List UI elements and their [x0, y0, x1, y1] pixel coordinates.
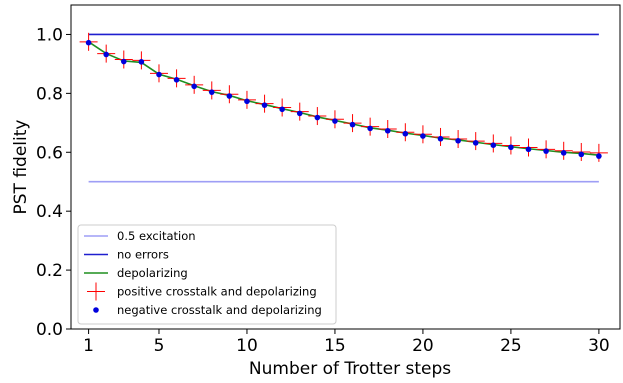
dot-marker-23: [490, 142, 497, 149]
dot-marker-28: [578, 151, 585, 158]
dot-marker-26: [543, 148, 549, 154]
legend-plus-marker: [87, 282, 105, 301]
dot-marker-20: [437, 135, 444, 142]
legend-label-0: 0.5 excitation: [117, 229, 196, 243]
dot-marker-24: [508, 144, 514, 151]
dot-marker-14: [332, 118, 338, 124]
dot-marker-25: [525, 146, 532, 153]
legend-box: [77, 224, 337, 325]
legend-label-4: negative crosstalk and depolarizing: [117, 303, 322, 317]
legend-entry-4: negative crosstalk and depolarizing: [93, 303, 322, 317]
dot-marker-11: [279, 106, 285, 113]
series-4: [85, 39, 602, 159]
legend-entry-1: no errors: [84, 248, 169, 262]
dot-marker-17: [384, 127, 391, 134]
dot-marker-12: [296, 110, 303, 117]
x-tick-label-2: 10: [236, 336, 258, 356]
dot-marker-19: [420, 133, 426, 139]
y-tick-label-2: 0.4: [36, 202, 63, 222]
y-axis-label: PST fidelity: [11, 120, 31, 215]
axes-layer: 1 5 10 15 20 25 300.00.20.40.60.81.0: [36, 4, 621, 356]
series-layer: [79, 32, 608, 183]
x-tick-label-1: 5: [154, 336, 165, 356]
dot-marker-6: [191, 83, 197, 90]
dot-marker-0: [85, 39, 92, 46]
dot-marker-8: [226, 93, 233, 99]
dot-marker-5: [173, 77, 180, 83]
dot-marker-9: [244, 98, 250, 105]
legend-label-3: positive crosstalk and depolarizing: [117, 285, 317, 299]
y-tick-label-4: 0.8: [36, 84, 63, 104]
dot-marker-1: [103, 51, 109, 58]
dot-marker-13: [314, 114, 321, 121]
legend-label-1: no errors: [117, 248, 169, 262]
legend-dot-marker: [93, 307, 99, 313]
dot-marker-10: [261, 102, 268, 108]
dot-marker-18: [402, 130, 409, 137]
legend-entry-2: depolarizing: [84, 266, 188, 280]
dot-marker-22: [472, 140, 479, 146]
dot-marker-7: [208, 89, 215, 95]
x-tick-label-0: 1: [83, 336, 94, 356]
dot-marker-16: [367, 125, 373, 132]
x-axis-label: Number of Trotter steps: [249, 359, 451, 379]
dot-marker-29: [596, 153, 602, 159]
legend-label-2: depolarizing: [117, 266, 188, 280]
y-tick-label-0: 0.0: [36, 320, 63, 340]
y-tick-label-3: 0.6: [36, 143, 63, 163]
y-tick-label-5: 1.0: [36, 25, 63, 45]
dot-marker-2: [120, 58, 127, 65]
legend-entry-0: 0.5 excitation: [84, 229, 196, 243]
x-tick-label-5: 25: [500, 336, 522, 356]
legend: 0.5 excitation no errors depolarizing posit…: [77, 224, 337, 325]
dot-marker-21: [455, 137, 461, 144]
axes-frame: [70, 4, 621, 330]
dot-marker-27: [560, 150, 567, 156]
dot-marker-4: [156, 71, 162, 78]
x-tick-label-3: 15: [324, 336, 346, 356]
dot-marker-3: [138, 59, 145, 65]
y-tick-label-1: 0.2: [36, 261, 63, 281]
x-tick-label-4: 20: [412, 336, 434, 356]
legend-entry-3: positive crosstalk and depolarizing: [87, 282, 317, 301]
dot-marker-15: [349, 121, 356, 128]
x-tick-label-6: 30: [588, 336, 610, 356]
